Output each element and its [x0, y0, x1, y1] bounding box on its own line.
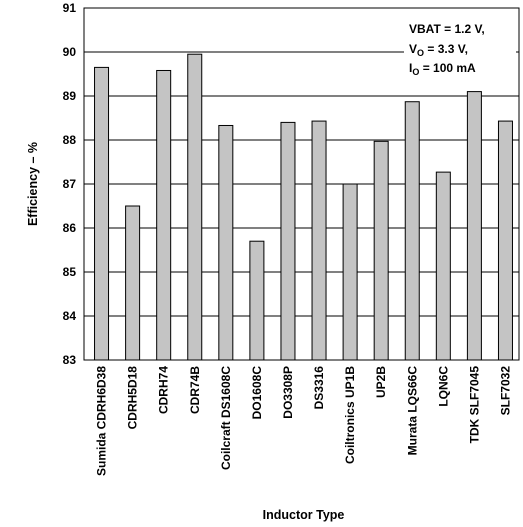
- bar: [373, 140, 389, 361]
- x-tick-label: DO3308P: [281, 366, 295, 419]
- y-axis-title: Efficiency – %: [26, 142, 40, 226]
- bar: [218, 124, 234, 361]
- x-tick-label: CDRH5D18: [126, 366, 140, 430]
- conditions-annotation: VBAT = 1.2 V, VO = 3.3 V, IO = 100 mA: [404, 18, 516, 80]
- annotation-line-2: VO = 3.3 V,: [409, 42, 468, 58]
- y-tick-label: 90: [63, 45, 77, 59]
- x-tick-label: DO1608C: [250, 366, 264, 420]
- annotation-line-1: VBAT = 1.2 V,: [409, 22, 485, 36]
- annotation-line-3-sub: O: [412, 67, 419, 77]
- x-tick-label: Sumida CDRH6D38: [95, 366, 109, 476]
- bar: [311, 120, 327, 361]
- plot-frame: [83, 7, 520, 361]
- annotation-line-3-rest: = 100 mA: [419, 61, 476, 75]
- x-tick-label: CDRH74: [157, 366, 171, 414]
- x-tick-label: LQN6C: [436, 366, 450, 407]
- bar: [249, 240, 265, 361]
- annotation-line-2-sub: O: [417, 48, 424, 58]
- annotation-line-2-rest: = 3.3 V,: [424, 42, 468, 56]
- x-tick-label: TDK SLF7045: [467, 366, 481, 444]
- x-tick-label: CDR74B: [188, 366, 202, 414]
- y-tick-label: 84: [63, 309, 77, 323]
- x-tick-label: SLF7032: [498, 366, 512, 416]
- y-tick-label: 87: [63, 177, 77, 191]
- bar: [497, 120, 513, 361]
- bar: [125, 205, 141, 361]
- x-tick-label: DS3316: [312, 366, 326, 410]
- x-tick-label: UP2B: [374, 366, 388, 398]
- bar: [404, 101, 420, 361]
- y-tick-label: 86: [63, 221, 77, 235]
- bar: [342, 183, 358, 361]
- annotation-line-3: IO = 100 mA: [409, 61, 476, 77]
- y-tick-label: 88: [63, 133, 77, 147]
- bar: [435, 171, 451, 361]
- annotation-line-2-main: V: [409, 42, 417, 56]
- bar: [187, 53, 203, 361]
- bars: [94, 53, 513, 361]
- x-axis-title: Inductor Type: [263, 508, 345, 522]
- x-tick-labels: Sumida CDRH6D38 CDRH5D18 CDRH74 CDR74B Coilc…: [95, 366, 513, 476]
- y-tick-label: 83: [63, 353, 77, 367]
- x-tick-label: Coilcraft DS1608C: [219, 366, 233, 470]
- y-tick-label: 91: [63, 1, 77, 15]
- y-tick-labels: 83 84 85 86 87 88 89 90 91: [63, 1, 77, 367]
- x-tick-label: Coiltronics UP1B: [343, 366, 357, 464]
- bar: [466, 91, 482, 361]
- bar: [94, 66, 110, 361]
- y-tick-label: 85: [63, 265, 77, 279]
- y-tick-label: 89: [63, 89, 77, 103]
- annotation-background: [404, 18, 516, 80]
- bar: [156, 69, 172, 361]
- bar: [280, 121, 296, 361]
- x-tick-label: Murata LQS66C: [405, 366, 419, 456]
- annotation-line-3-main: I: [409, 61, 412, 75]
